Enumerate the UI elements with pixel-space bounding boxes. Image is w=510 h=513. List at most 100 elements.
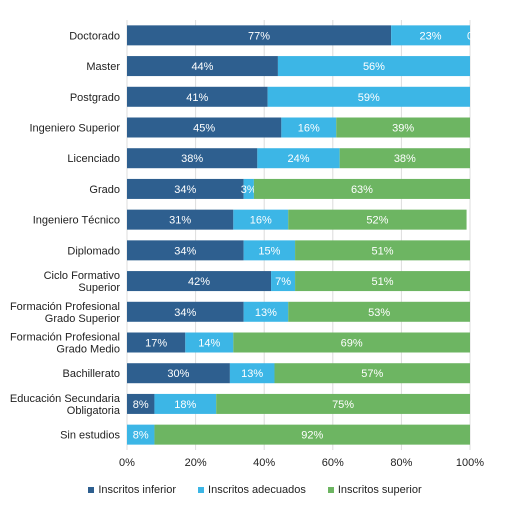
bar-segment	[271, 271, 296, 292]
category-label: Diplomado	[67, 245, 120, 257]
data-label: 42%	[188, 276, 210, 288]
data-label: 24%	[287, 153, 309, 165]
data-label: 45%	[193, 123, 215, 135]
legend-item-superior: Inscritos superior	[327, 484, 422, 496]
category-label: Master	[86, 61, 120, 73]
bar-segment	[127, 56, 278, 77]
category-label: Ingeniero Superior	[29, 123, 120, 135]
bar-segment	[127, 271, 272, 292]
data-label: 77%	[248, 30, 270, 42]
data-label: 63%	[351, 184, 373, 196]
bar-segment	[257, 148, 340, 169]
bar-segment	[127, 117, 282, 138]
data-label: 16%	[250, 215, 272, 227]
bar-segment	[185, 332, 234, 353]
data-label: 92%	[301, 430, 323, 442]
category-label: Bachillerato	[63, 368, 120, 380]
data-label: 69%	[341, 338, 363, 350]
data-label: 18%	[174, 399, 196, 411]
data-label: 34%	[174, 307, 196, 319]
bar-segment	[154, 424, 470, 445]
x-tick-label: 40%	[253, 457, 275, 469]
bar-segment	[295, 271, 470, 292]
bar-segment	[274, 363, 470, 384]
category-label: Grado	[89, 184, 120, 196]
bar-segment	[295, 240, 470, 261]
legend-item-adecuados: Inscritos adecuados	[198, 484, 306, 496]
x-tick-label: 0%	[119, 457, 135, 469]
legend-label-inferior: Inscritos inferior	[98, 484, 177, 496]
bar-segment	[277, 56, 470, 77]
category-label: Postgrado	[70, 92, 120, 104]
data-label: 16%	[298, 123, 320, 135]
x-tick-label: 100%	[456, 457, 484, 469]
legend-label-adecuados: Inscritos adecuados	[208, 484, 306, 496]
data-label: 23%	[420, 30, 442, 42]
x-tick-label: 20%	[185, 457, 207, 469]
data-label: 51%	[372, 245, 394, 257]
data-label: 15%	[258, 245, 280, 257]
data-label: 34%	[174, 245, 196, 257]
bar-segment	[216, 393, 470, 414]
bar-segment	[127, 148, 258, 169]
data-label: 7%	[275, 276, 291, 288]
data-label: 57%	[361, 368, 383, 380]
bar-segment	[154, 393, 217, 414]
bar-segment	[127, 393, 155, 414]
bar-segment	[336, 117, 470, 138]
data-label: 41%	[186, 92, 208, 104]
data-label: 8%	[133, 430, 149, 442]
bar-segment	[127, 301, 244, 322]
bar-segment	[267, 86, 470, 107]
data-label: 56%	[363, 61, 385, 73]
data-label: 38%	[394, 153, 416, 165]
category-label: Doctorado	[69, 30, 120, 42]
data-label: 75%	[332, 399, 354, 411]
data-label: 3%	[241, 184, 257, 196]
bar-segment	[127, 178, 244, 199]
bar-segment	[127, 86, 268, 107]
bar-segment	[288, 209, 467, 230]
data-label: 34%	[174, 184, 196, 196]
data-label: 14%	[198, 338, 220, 350]
data-label: 30%	[167, 368, 189, 380]
data-label: 0	[467, 30, 473, 42]
stacked-bar-chart: 0% 20% 40% 60% 80% 100% Doctorado 77% 23% 0 Master…	[10, 20, 484, 469]
bar-segment	[391, 25, 470, 46]
data-label: 8%	[133, 399, 149, 411]
bar-segment	[127, 240, 244, 261]
data-label: 39%	[392, 123, 414, 135]
data-label: 51%	[372, 276, 394, 288]
bar-segment	[243, 301, 289, 322]
bar-segment	[281, 117, 337, 138]
bar-segment	[233, 332, 470, 353]
legend-swatch-inferior	[88, 487, 95, 493]
x-tick-label: 60%	[322, 457, 344, 469]
bar-segment	[229, 363, 275, 384]
data-label: 53%	[368, 307, 390, 319]
bar-segment	[127, 332, 186, 353]
data-label: 13%	[241, 368, 263, 380]
category-label: Formación Profesional Grado Superior	[10, 301, 120, 325]
bar-segment	[233, 209, 289, 230]
bar-segment	[127, 363, 230, 384]
legend-swatch-adecuados	[198, 487, 205, 493]
bar-segment	[243, 240, 296, 261]
x-tick-label: 80%	[390, 457, 412, 469]
bar-segment	[253, 178, 470, 199]
data-label: 13%	[255, 307, 277, 319]
category-label: Ingeniero Técnico	[33, 215, 120, 227]
category-label: Licenciado	[67, 153, 120, 165]
legend-swatch-superior	[327, 487, 334, 493]
category-label: Formación Profesional Grado Medio	[10, 332, 120, 356]
legend-label-superior: Inscritos superior	[337, 484, 422, 496]
data-label: 38%	[181, 153, 203, 165]
category-label: Educación Secundaria Obligatoria	[10, 393, 121, 417]
category-label: Ciclo Formativo Superior	[44, 270, 121, 294]
legend-item-inferior: Inscritos inferior	[88, 484, 176, 496]
bar-segment	[127, 424, 155, 445]
data-label: 44%	[191, 61, 213, 73]
bar-segment	[127, 25, 392, 46]
category-label: Sin estudios	[60, 430, 120, 442]
data-label: 52%	[366, 215, 388, 227]
